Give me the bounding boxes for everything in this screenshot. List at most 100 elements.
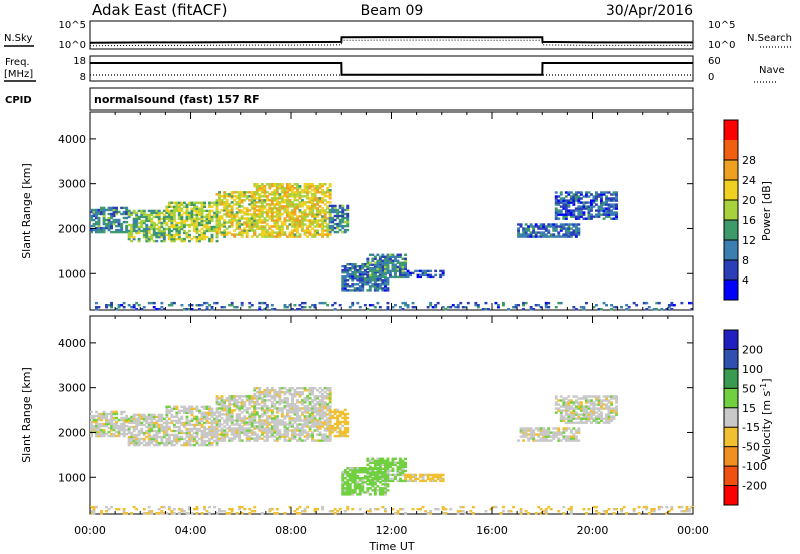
data-cell [328, 208, 332, 212]
data-cell [348, 473, 352, 476]
data-cell [326, 439, 330, 442]
data-cell [296, 407, 299, 410]
data-cell [579, 209, 583, 212]
data-cell [220, 423, 224, 426]
beam-title: Beam 09 [361, 3, 424, 19]
data-cell [331, 228, 335, 232]
data-cell [557, 211, 561, 214]
data-cell [313, 423, 317, 426]
data-cell [95, 214, 98, 218]
data-cell [175, 201, 179, 204]
data-cell [263, 227, 267, 230]
colorbar-frame [723, 119, 739, 301]
data-cell [248, 431, 252, 434]
data-cell [559, 415, 563, 418]
data-cell [585, 397, 588, 400]
data-cell [225, 221, 229, 224]
data-cell [424, 271, 428, 275]
data-cell [198, 421, 201, 425]
data-cell [248, 221, 252, 224]
data-cell [167, 211, 171, 215]
data-cell [610, 411, 613, 414]
data-cell [336, 210, 340, 214]
data-cell [384, 463, 387, 466]
data-cell [253, 225, 257, 228]
data-cell [183, 425, 186, 429]
data-cell [248, 397, 252, 400]
data-cell [265, 417, 269, 420]
data-cell [353, 491, 357, 494]
data-cell [574, 431, 578, 434]
data-cell [313, 304, 317, 307]
data-cell [286, 431, 289, 434]
data-cell [328, 401, 332, 404]
data-cell [273, 397, 277, 400]
data-cell [605, 407, 608, 410]
data-cell [318, 403, 322, 406]
y-tick-label: 4000 [58, 133, 86, 146]
data-cell [431, 475, 435, 479]
data-cell [280, 407, 284, 410]
data-cell [562, 223, 566, 226]
data-cell [200, 435, 204, 439]
data-cell [597, 415, 601, 418]
data-cell [160, 417, 164, 421]
data-cell [291, 425, 294, 428]
data-cell [180, 221, 184, 225]
data-cell [351, 285, 355, 288]
data-cell [127, 431, 131, 435]
data-cell [172, 235, 176, 239]
data-cell [610, 417, 613, 420]
data-cell [205, 215, 209, 219]
data-cell [157, 225, 161, 229]
data-cell [615, 207, 618, 210]
data-cell [157, 235, 161, 239]
data-cell [434, 475, 438, 479]
data-cell [562, 199, 566, 202]
data-cell [298, 387, 302, 390]
data-cell [378, 489, 382, 492]
data-cell [100, 230, 103, 234]
data-cell [389, 463, 392, 466]
data-cell [200, 211, 204, 215]
data-cell [193, 203, 196, 206]
data-cell [185, 217, 189, 221]
data-cell [421, 479, 425, 483]
data-cell [577, 427, 581, 430]
data-cell [587, 217, 591, 220]
data-cell [215, 209, 219, 212]
data-cell [524, 435, 528, 438]
data-cell [127, 304, 131, 307]
data-cell [384, 285, 387, 288]
data-cell [291, 409, 294, 412]
data-cell [273, 211, 277, 214]
data-cell [316, 201, 319, 204]
data-cell [238, 397, 242, 400]
data-cell [278, 225, 282, 228]
data-cell [238, 409, 242, 412]
data-cell [399, 265, 402, 269]
data-cell [333, 408, 337, 412]
data-cell [137, 229, 141, 233]
data-cell [210, 308, 214, 311]
data-cell [371, 271, 375, 275]
data-cell [426, 275, 430, 279]
data-cell [371, 267, 375, 271]
data-cell [615, 217, 618, 220]
data-cell [384, 281, 387, 284]
data-cell [306, 191, 309, 194]
data-cell [107, 304, 111, 307]
data-cell [323, 437, 327, 440]
data-cell [574, 191, 578, 194]
data-cell [373, 489, 377, 492]
data-cell [426, 269, 430, 273]
data-cell [303, 209, 307, 212]
data-cell [107, 508, 111, 511]
data-cell [263, 205, 267, 208]
data-cell [275, 191, 279, 194]
data-cell [547, 225, 551, 228]
data-cell [336, 408, 340, 412]
data-cell [167, 409, 171, 412]
data-cell [286, 185, 289, 188]
data-cell [386, 257, 390, 260]
